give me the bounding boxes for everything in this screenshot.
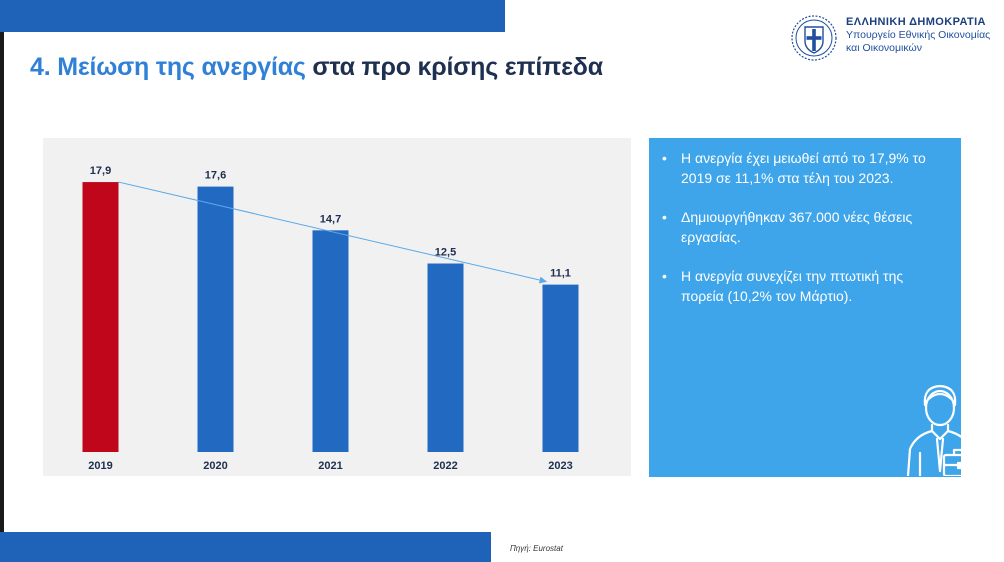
logo-line-3: και Οικονομικών [846,42,922,54]
bullet-dot: • [662,150,667,166]
logo-line-1: ΕΛΛΗΝΙΚΗ ΔΗΜΟΚΡΑΤΙΑ [846,16,986,28]
logo-line-2: Υπουργείο Εθνικής Οικονομίας [846,29,991,41]
info-bullet-list: • Η ανεργία έχει μειωθεί από το 17,9% το … [659,148,944,325]
bar-2022 [427,263,464,452]
data-label-2019: 17,9 [90,165,111,177]
top-accent-bar [0,0,505,32]
trend-arrow [118,181,547,284]
bar-2020 [197,186,234,453]
ministry-logo: ΕΛΛΗΝΙΚΗ ΔΗΜΟΚΡΑΤΙΑ Υπουργείο Εθνικής Οι… [790,14,1000,64]
bullet-dot: • [662,209,667,225]
x-tick-2021: 2021 [318,460,342,472]
greek-coat-of-arms-icon [791,15,837,61]
info-bullet: • Η ανεργία συνεχίζει την πτωτική της πορ… [659,266,944,306]
data-label-2020: 17,6 [205,170,226,182]
x-tick-2019: 2019 [88,460,112,472]
data-label-2022: 12,5 [435,247,456,259]
bar-chart-svg: 17,9 2019 17,6 2020 14,7 2021 12,5 2022 11,1 2023 [82,165,579,472]
ministry-name: ΕΛΛΗΝΙΚΗ ΔΗΜΟΚΡΑΤΙΑ Υπουργείο Εθνικής Οι… [846,16,990,55]
bottom-accent-bar [0,532,491,562]
x-tick-2023: 2023 [548,460,572,472]
bar-2023 [542,284,579,452]
x-tick-2022: 2022 [433,460,457,472]
bullet-text: Η ανεργία έχει μειωθεί από το 17,9% το 2… [681,150,926,186]
data-label-2021: 14,7 [320,213,341,225]
bullet-dot: • [662,268,667,284]
bullet-text: Η ανεργία συνεχίζει την πτωτική της πορε… [681,268,904,304]
title-highlight: 4. Μείωση της ανεργίας [30,53,306,81]
bullet-text: Δημιουργήθηκαν 367.000 νέες θέσεις εργασ… [681,209,913,245]
worker-briefcase-icon [906,384,980,476]
data-label-2023: 11,1 [550,268,571,280]
source-note: Πηγή: Eurostat [510,544,563,553]
slide-title: 4. Μείωση της ανεργίας στα προ κρίσης επ… [30,53,603,82]
info-bullet: • Δημιουργήθηκαν 367.000 νέες θέσεις εργα… [659,207,944,247]
info-bullet: • Η ανεργία έχει μειωθεί από το 17,9% το … [659,148,944,188]
window-left-edge [0,0,4,562]
x-tick-2020: 2020 [203,460,227,472]
unemployment-chart: 17,9 2019 17,6 2020 14,7 2021 12,5 2022 11,1 2023 [43,138,631,476]
title-rest: στα προ κρίσης επίπεδα [312,53,603,81]
bar-2021 [312,230,349,452]
info-panel: • Η ανεργία έχει μειωθεί από το 17,9% το … [649,138,980,477]
bar-2019 [82,182,119,452]
